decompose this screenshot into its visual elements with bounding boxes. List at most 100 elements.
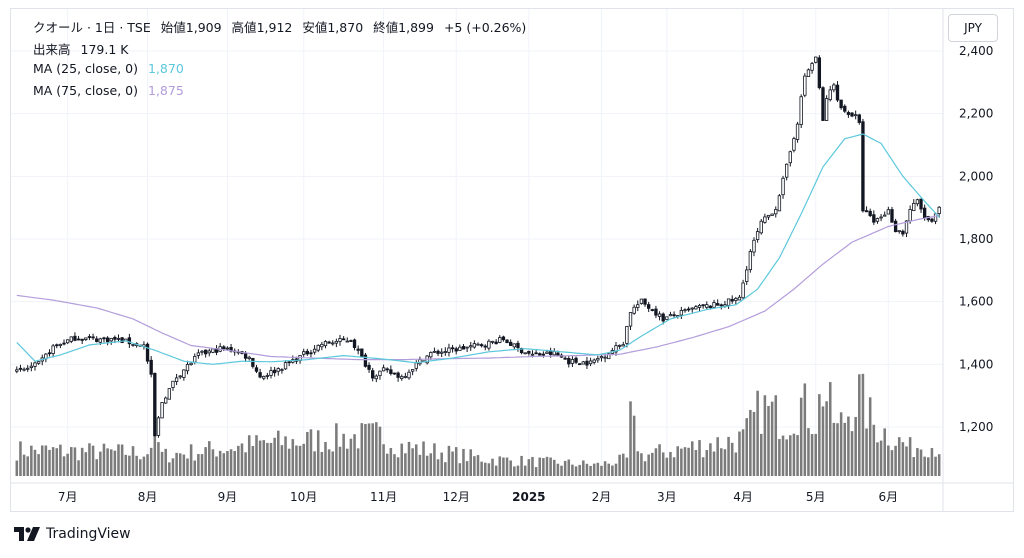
volume-bar <box>542 458 545 476</box>
volume-bar <box>789 435 792 476</box>
candle-body <box>392 372 397 375</box>
candle-body <box>505 339 509 344</box>
volume-bar <box>636 451 640 476</box>
volume-bar <box>897 437 901 476</box>
candle-body <box>574 357 578 363</box>
volume-bar <box>690 441 694 476</box>
volume-bar <box>44 445 48 476</box>
candle-body <box>472 343 477 348</box>
volume-bar <box>88 443 91 476</box>
candle-body <box>853 114 858 117</box>
volume-bar <box>491 458 494 476</box>
candle-body <box>113 336 117 340</box>
candle-body <box>857 114 861 123</box>
currency-button[interactable]: JPY <box>948 14 998 42</box>
volume-bar <box>109 449 113 476</box>
volume-bar <box>255 435 258 476</box>
volume-bar <box>603 461 607 476</box>
candle-body <box>494 341 498 345</box>
candle-body <box>509 341 513 346</box>
volume-bar <box>654 448 658 476</box>
candle-body <box>795 123 800 140</box>
volume-bar <box>687 447 690 476</box>
ma75-line <box>16 214 940 361</box>
candle-body <box>516 342 520 349</box>
volume-bar <box>850 431 854 476</box>
volume-bar <box>51 447 55 476</box>
candle-body <box>752 239 756 253</box>
volume-bar <box>320 451 324 476</box>
volume-bar <box>578 464 581 476</box>
volume-bar <box>371 423 374 476</box>
volume-bar <box>625 457 629 476</box>
volume-bar <box>157 442 160 476</box>
volume-bar <box>847 416 850 476</box>
candle-body <box>178 375 182 378</box>
candle-body <box>839 99 843 109</box>
candle-body <box>15 369 19 372</box>
candlestick-chart[interactable]: 2,400 2,200 2,000 1,800 1,600 1,400 1,200 7月 8月 9… <box>11 9 1013 511</box>
candle-body <box>356 348 360 351</box>
candle-body <box>174 377 179 382</box>
volume-bar <box>62 456 66 476</box>
open-label: 始値 <box>160 20 186 35</box>
volume-bar <box>531 456 534 476</box>
volume-bar <box>836 423 839 476</box>
candle-body <box>538 353 542 356</box>
x-tick-label: 6月 <box>879 490 899 504</box>
volume-bar <box>273 437 276 476</box>
volume-bar <box>509 460 512 476</box>
volume-bar <box>37 454 40 476</box>
candle-body <box>774 209 778 215</box>
candle-body <box>588 360 593 365</box>
volume-bar <box>694 449 698 476</box>
candle-body <box>893 220 898 233</box>
change-value: +5 (+0.26%) <box>443 20 527 35</box>
volume-bar <box>669 451 672 476</box>
candle-body <box>29 365 34 368</box>
volume-bar <box>556 463 560 476</box>
candle-body <box>153 372 157 437</box>
volume-bar <box>59 444 62 476</box>
candle-body <box>160 402 164 419</box>
close-label: 終値 <box>373 20 399 35</box>
volume-bar <box>919 449 923 476</box>
volume-bar <box>291 439 295 476</box>
candle-body <box>883 214 887 217</box>
candle-body <box>937 206 941 215</box>
tradingview-logo[interactable]: TradingView <box>14 526 131 542</box>
candle-body <box>316 344 320 351</box>
volume-bar <box>872 424 876 476</box>
volume-bar <box>131 446 135 476</box>
volume-bar <box>923 456 926 476</box>
volume-bar <box>404 453 407 476</box>
volume-bar <box>879 440 883 476</box>
candle-body <box>287 361 291 364</box>
volume-bar <box>934 456 937 476</box>
candle-body <box>487 340 491 349</box>
volume-bar <box>215 456 218 476</box>
candle-body <box>777 195 782 212</box>
candle-body <box>443 351 447 353</box>
volume-bar <box>810 434 814 476</box>
candle-body <box>625 325 629 344</box>
chart-frame[interactable]: 2,400 2,200 2,000 1,800 1,600 1,400 1,200 7月 8月 9… <box>10 8 1014 512</box>
candle-body <box>915 199 920 205</box>
candle-body <box>18 367 23 370</box>
candle-body <box>374 375 378 380</box>
candle-body <box>850 112 854 117</box>
volume-bar <box>908 437 912 476</box>
volume-bar <box>720 448 723 476</box>
volume-bar <box>226 451 229 476</box>
candle-body <box>828 89 832 101</box>
volume-bar <box>854 416 857 476</box>
candle-body <box>116 338 121 340</box>
volume-bar <box>175 452 178 476</box>
volume-bar <box>70 447 73 476</box>
volume-bar <box>473 456 476 476</box>
candle-body <box>479 344 484 347</box>
candle-body <box>265 375 270 377</box>
candle-body <box>280 369 284 371</box>
candle-body <box>276 368 280 372</box>
candle-body <box>672 314 676 317</box>
